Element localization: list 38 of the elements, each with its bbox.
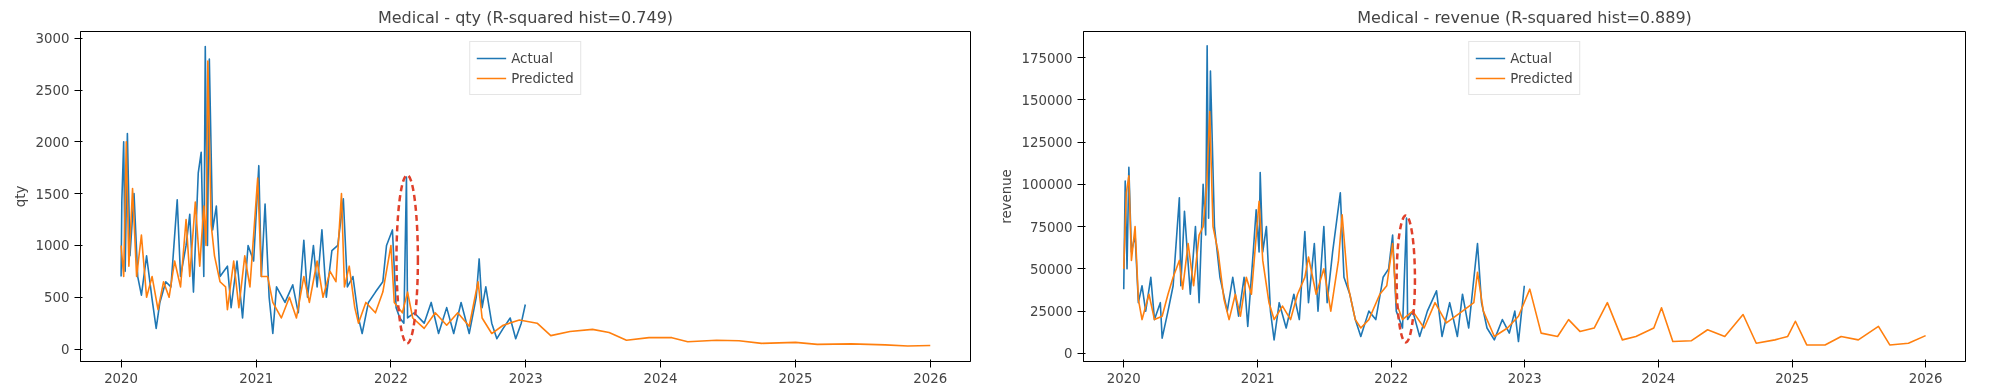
x-tick-label: 2024: [643, 370, 678, 385]
y-tick-label: 175000: [1021, 50, 1073, 66]
line-series: [1122, 110, 1927, 346]
y-tick-label: 3000: [35, 31, 70, 47]
chart-title: Medical - revenue (R-squared hist=0.889): [1357, 7, 1692, 27]
legend-label: Predicted: [1510, 70, 1573, 86]
x-tick-label: 2025: [1775, 370, 1810, 385]
y-tick-label: 50000: [1030, 261, 1073, 277]
y-tick-label: 1000: [35, 238, 70, 254]
x-tick-label: 2025: [778, 370, 813, 385]
y-tick-label: 75000: [1030, 219, 1073, 235]
y-tick-label: 0: [1064, 346, 1073, 362]
x-tick-label: 2024: [1641, 370, 1676, 385]
y-axis-title: revenue: [998, 169, 1014, 224]
y-axis-title: qty: [12, 185, 28, 208]
x-tick-label: 2021: [239, 370, 274, 385]
y-tick-label: 500: [44, 290, 70, 306]
legend-label: Actual: [511, 50, 553, 66]
y-tick-label: 2000: [35, 134, 70, 150]
y-tick-label: 0: [61, 342, 70, 358]
x-tick-label: 2023: [508, 370, 543, 385]
y-tick-label: 125000: [1021, 135, 1073, 151]
chart-title: Medical - qty (R-squared hist=0.749): [377, 7, 674, 27]
x-tick-label: 2022: [1374, 370, 1409, 385]
x-tick-label: 2026: [913, 370, 948, 385]
y-tick-label: 100000: [1021, 177, 1073, 193]
x-tick-label: 2023: [1507, 370, 1542, 385]
y-tick-label: 25000: [1030, 304, 1073, 320]
y-tick-label: 1500: [35, 186, 70, 202]
x-tick-label: 2020: [1106, 370, 1141, 385]
y-tick-label: 2500: [35, 83, 70, 99]
x-tick-label: 2022: [373, 370, 408, 385]
x-tick-label: 2020: [104, 370, 139, 385]
legend-label: Actual: [1510, 50, 1552, 66]
legend-label: Predicted: [511, 70, 574, 86]
x-tick-label: 2021: [1240, 370, 1275, 385]
x-tick-label: 2026: [1908, 370, 1943, 385]
y-tick-label: 150000: [1021, 92, 1073, 108]
